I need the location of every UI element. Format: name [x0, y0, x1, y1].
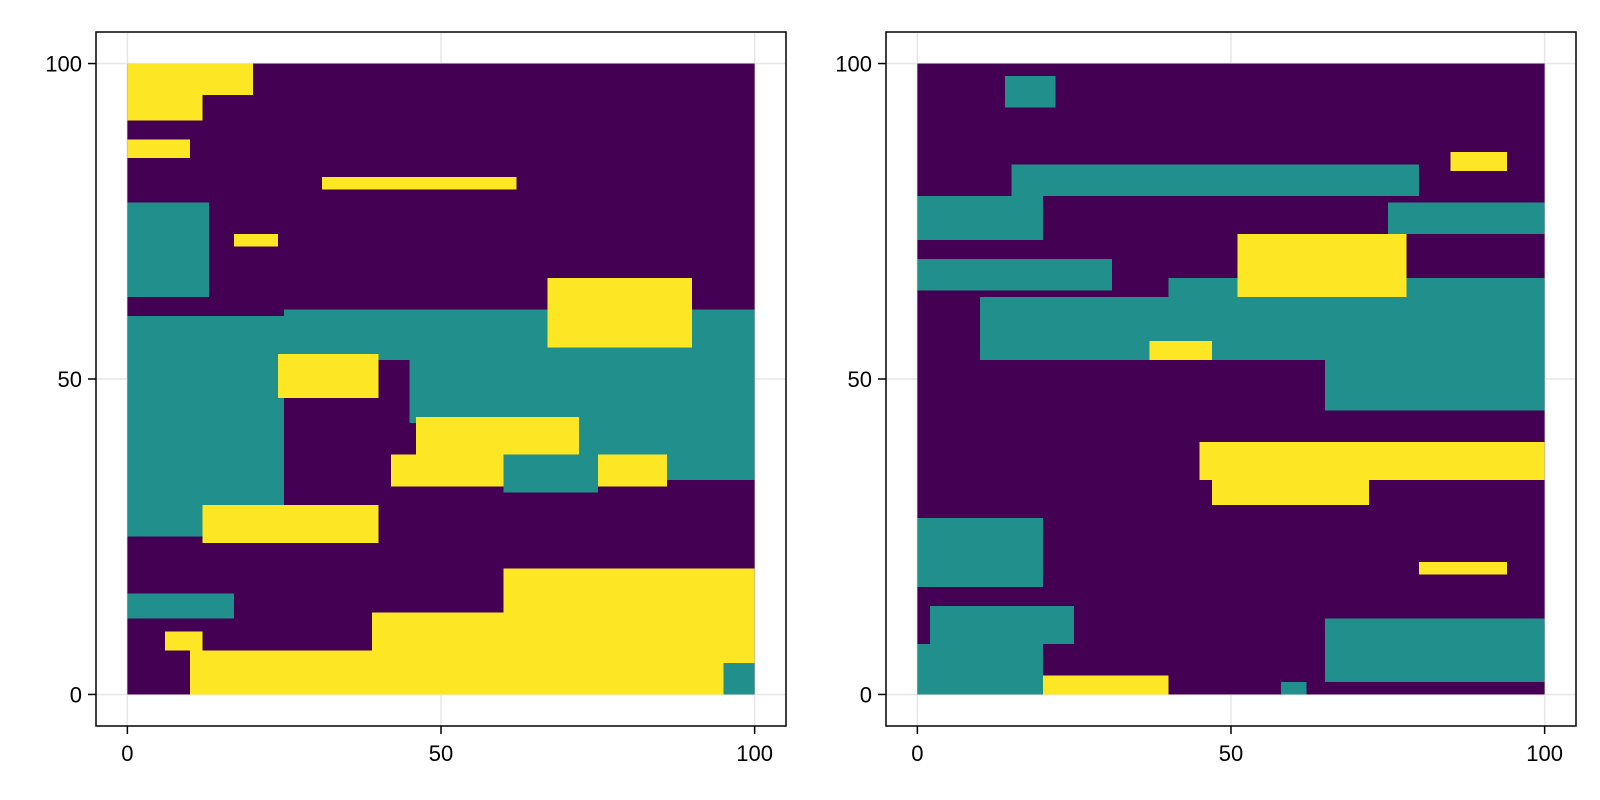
heatmap-panel-left: 0 50 100 0 50 100: [45, 31, 787, 766]
heatmap-cell-region: [372, 612, 504, 651]
x-tick-label: 0: [121, 741, 133, 766]
y-tick-label: 100: [835, 52, 872, 77]
heatmap-cell-region: [127, 202, 209, 297]
heatmap-cell-region: [1387, 202, 1545, 234]
x-tick-label: 0: [911, 741, 923, 766]
heatmap-cell-region: [321, 177, 517, 190]
heatmap-cell-region: [1199, 442, 1545, 480]
heatmap-cell-region: [1042, 675, 1169, 695]
heatmap-cell-region: [1212, 479, 1369, 506]
y-tick-label: 50: [848, 367, 872, 392]
heatmap-cell-region: [503, 454, 598, 493]
heatmap-cell-region: [1419, 561, 1507, 575]
heatmap-cell-region: [1325, 360, 1545, 411]
heatmap-cell-region: [503, 568, 755, 695]
heatmap-cell-region: [1325, 618, 1545, 682]
x-tick-label: 100: [1526, 741, 1563, 766]
y-tick-label: 0: [860, 682, 872, 707]
heatmap-cell-region: [929, 606, 1075, 644]
heatmap-cell-region: [127, 95, 203, 121]
heatmap-cell-region: [1011, 164, 1420, 197]
heatmap-cell-region: [127, 593, 234, 619]
heatmap-cell-region: [917, 517, 1043, 588]
heatmap-cell-region: [1450, 151, 1507, 171]
heatmap-cell-region: [165, 631, 203, 651]
heatmap-cell-region: [917, 196, 1043, 241]
x-tick-label: 50: [429, 741, 453, 766]
heatmap-cell-region: [127, 315, 285, 537]
heatmap-cell-region: [277, 353, 379, 398]
x-tick-label: 100: [736, 741, 773, 766]
heatmap-cell-region: [127, 63, 253, 96]
heatmap-cell-region: [409, 360, 755, 424]
heatmap-cell-region: [917, 643, 1043, 695]
heatmap-cell-region: [202, 505, 379, 544]
y-tick-label: 0: [70, 682, 82, 707]
heatmap-cell-region: [127, 139, 191, 159]
x-tick-label: 50: [1219, 741, 1243, 766]
heatmap-cell-region: [190, 650, 504, 695]
heatmap-cell-region: [980, 296, 1545, 361]
y-tick-label: 50: [58, 367, 82, 392]
heatmap-cell-region: [1237, 233, 1407, 297]
heatmap-cell-region: [415, 416, 579, 455]
heatmap-cell-region: [1281, 681, 1307, 695]
heatmap-panel-right: 0 50 100 0 50 100: [835, 31, 1577, 766]
heatmap-cell-region: [1005, 76, 1056, 108]
y-tick-label: 100: [45, 52, 82, 77]
heatmap-cell-region: [917, 259, 1112, 291]
heatmap-cell-region: [723, 662, 755, 695]
heatmap-cell-region: [1149, 341, 1213, 361]
heatmap-cell-region: [547, 278, 692, 348]
heatmap-cell-region: [234, 233, 278, 247]
